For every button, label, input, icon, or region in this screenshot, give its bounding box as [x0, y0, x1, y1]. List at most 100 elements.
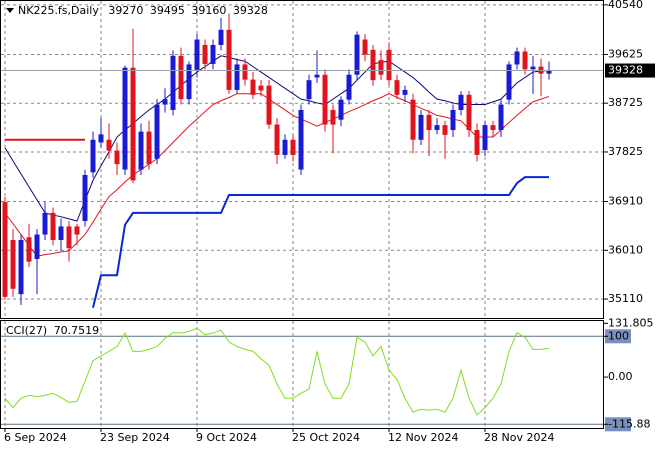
- y-tick-label: 39625: [608, 47, 643, 60]
- candle-body: [370, 49, 376, 81]
- candle-body: [234, 64, 240, 90]
- candle-body: [282, 139, 288, 155]
- candle-body: [458, 94, 464, 110]
- y-tick-label: 131.805: [608, 316, 654, 329]
- candle-body: [146, 131, 152, 165]
- candle-body: [66, 226, 72, 249]
- plot-area: [1, 1, 603, 428]
- x-tick-label: 12 Nov 2024: [388, 431, 458, 444]
- candle-body: [90, 139, 96, 173]
- candle-body: [194, 39, 200, 70]
- open-value: 39270: [108, 4, 143, 17]
- candle-body: [10, 239, 16, 289]
- candle-body: [514, 51, 520, 65]
- candle-body: [402, 89, 408, 95]
- candle-body: [298, 109, 304, 170]
- candle-body: [162, 99, 168, 105]
- indicator-line: [4, 93, 550, 257]
- close-value: 39328: [233, 4, 268, 17]
- candle-body: [330, 109, 336, 125]
- last-price-label: 39328: [608, 64, 643, 77]
- candle-body: [58, 226, 64, 240]
- candle-body: [442, 125, 448, 135]
- candle-body: [2, 202, 8, 297]
- last-price-box: [605, 63, 655, 78]
- y-tick-label: 100: [608, 329, 629, 342]
- candle-body: [434, 125, 440, 131]
- candle-body: [426, 114, 432, 131]
- candle-body: [450, 109, 456, 131]
- candle-body: [138, 131, 144, 170]
- menu-triangle: [6, 8, 14, 13]
- candle-body: [18, 239, 24, 295]
- candle-body: [130, 67, 136, 181]
- candle-body: [34, 234, 40, 259]
- candle-body: [354, 34, 360, 75]
- candle-body: [218, 29, 224, 45]
- y-tick-label: 0.00: [608, 370, 633, 383]
- candle-body: [394, 80, 400, 95]
- candle-body: [498, 104, 504, 131]
- low-value: 39160: [191, 4, 226, 17]
- candle-body: [314, 74, 320, 78]
- candle-body: [202, 44, 208, 64]
- y-tick-label: 38725: [608, 96, 643, 109]
- candle-body: [106, 139, 112, 151]
- candle-body: [346, 74, 352, 100]
- candle-body: [154, 104, 160, 159]
- candle-body: [530, 66, 536, 70]
- candle-body: [50, 212, 56, 240]
- cci-value: 70.7519: [54, 324, 100, 337]
- candle-body: [506, 64, 512, 100]
- y-tick-label: 35110: [608, 292, 643, 305]
- price-frame: [0, 0, 604, 319]
- candle-body: [186, 64, 192, 100]
- candle-body: [466, 94, 472, 131]
- candle-body: [386, 49, 392, 81]
- candle-body: [74, 226, 80, 235]
- y-tick-label: 36910: [608, 195, 643, 208]
- chart-header: NK225.fs,Daily 39270 39495 39160 39328: [18, 4, 268, 17]
- candle-body: [290, 139, 296, 155]
- candle-body: [122, 67, 128, 170]
- candle-body: [210, 44, 216, 64]
- candle-body: [546, 70, 552, 74]
- candle-body: [490, 125, 496, 131]
- cci-title: CCI(27): [6, 324, 47, 337]
- symbol: NK225.fs,Daily: [18, 4, 99, 17]
- cci-frame: [0, 320, 604, 429]
- candle-body: [114, 150, 120, 165]
- candle-body: [26, 237, 32, 262]
- candle-body: [250, 79, 256, 95]
- candle-body: [362, 39, 368, 55]
- candle-body: [410, 99, 416, 140]
- y-tick-label: 36010: [608, 243, 643, 256]
- candle-body: [226, 29, 232, 90]
- candle-body: [418, 114, 424, 140]
- candle-body: [82, 174, 88, 222]
- indicator-line: [4, 327, 550, 416]
- x-tick-label: 25 Oct 2024: [292, 431, 360, 444]
- candle-body: [258, 85, 264, 91]
- high-value: 39495: [150, 4, 185, 17]
- y-tick-label: 37825: [608, 145, 643, 158]
- candle-body: [242, 64, 248, 80]
- y-tick-label: -115.88: [608, 417, 650, 430]
- candle-body: [266, 85, 272, 125]
- candle-body: [306, 80, 312, 100]
- x-tick-label: 6 Sep 2024: [4, 431, 67, 444]
- candle-body: [178, 55, 184, 100]
- candle-body: [338, 99, 344, 120]
- indicator-line: [4, 55, 550, 222]
- x-tick-label: 23 Sep 2024: [100, 431, 170, 444]
- x-tick-label: 28 Nov 2024: [484, 431, 554, 444]
- level-box: [605, 417, 631, 432]
- indicator-line: [92, 176, 549, 308]
- candle-body: [522, 51, 528, 70]
- candle-body: [322, 74, 328, 125]
- candle-body: [274, 124, 280, 155]
- candle-body: [170, 55, 176, 110]
- candle-body: [42, 212, 48, 235]
